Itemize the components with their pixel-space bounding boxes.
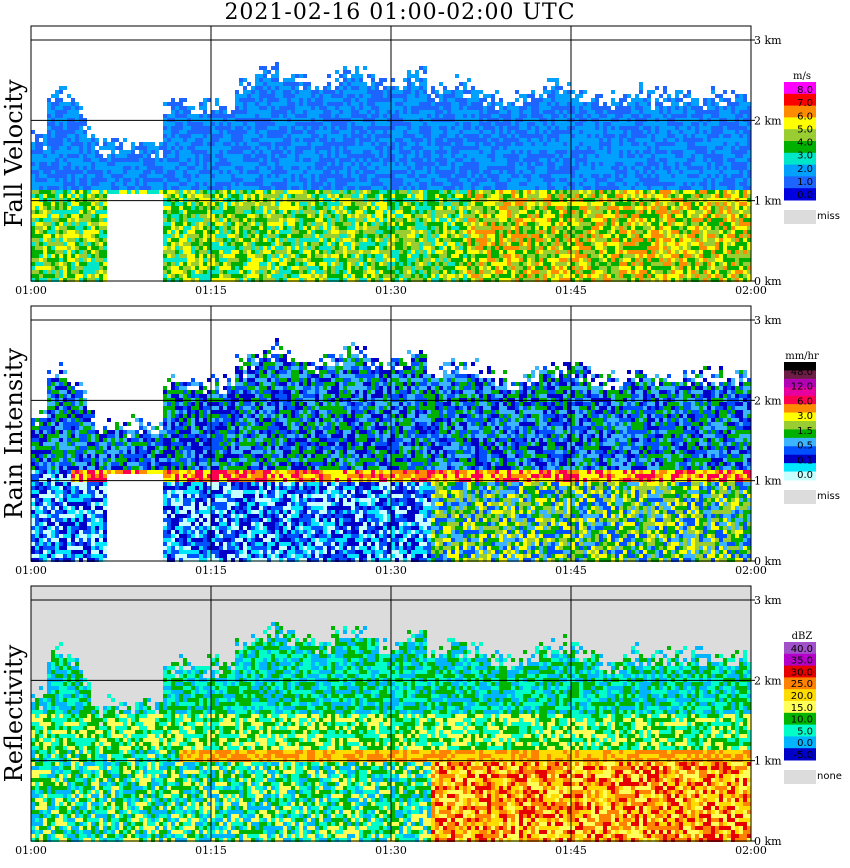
x-tick-label: 01:00 xyxy=(15,564,47,577)
x-tick-label: 02:00 xyxy=(735,284,767,297)
colorbar: dBZ 40.035.030.025.020.015.010.05.00.0-5.… xyxy=(784,631,842,784)
x-tick-label: 01:15 xyxy=(195,844,227,857)
colorbar-level: 48.0 xyxy=(791,367,813,378)
y-tick-label: 3 km xyxy=(754,314,782,327)
x-tick-label: 01:45 xyxy=(555,284,587,297)
x-tick-label: 01:30 xyxy=(375,564,407,577)
colorbar-level: 1.5 xyxy=(797,426,813,437)
figure: 0 km1 km2 km3 km01:00 01:15 01:30 01:45 02:0… xyxy=(0,0,850,868)
colorbar-unit: mm/hr xyxy=(785,351,819,362)
colorbar-level: 12.0 xyxy=(791,382,813,393)
colorbar-missing-swatch xyxy=(784,770,816,784)
y-tick-label: 1 km xyxy=(754,755,782,768)
colorbar-level: 3.0 xyxy=(797,151,813,162)
colorbar-level: 0.1 xyxy=(797,455,813,466)
x-tick-label: 02:00 xyxy=(735,564,767,577)
x-tick-label: 01:30 xyxy=(375,844,407,857)
x-tick-label: 01:30 xyxy=(375,284,407,297)
colorbar-level: -5.0 xyxy=(793,750,813,761)
colorbar-level: 0.0 xyxy=(797,738,813,749)
x-tick-label: 01:45 xyxy=(555,844,587,857)
x-tick-label: 01:00 xyxy=(15,844,47,857)
colorbar-level: 7.0 xyxy=(797,98,813,109)
colorbar-level: 0.0 xyxy=(797,470,813,481)
colorbar-level: 15.0 xyxy=(791,703,813,714)
colorbar-level: 4.0 xyxy=(797,138,813,149)
x-tick-label: 01:00 xyxy=(15,284,47,297)
y-tick-label: 2 km xyxy=(754,394,782,407)
colorbar-missing-label: none xyxy=(817,771,842,782)
colorbar-level: 3.0 xyxy=(797,411,813,422)
colorbar-missing-label: miss xyxy=(817,211,840,222)
colorbar-level: 5.0 xyxy=(797,124,813,135)
panel-label: Rain Intensity xyxy=(0,348,28,520)
colorbar-level: 35.0 xyxy=(791,656,813,667)
y-tick-label: 1 km xyxy=(754,475,782,488)
colorbar-missing-swatch xyxy=(784,490,816,504)
x-tick-label: 01:45 xyxy=(555,564,587,577)
colorbar: m/s 8.0 7.0 6.0 5.0 4.0 3.0 2.0 1.0 0.0 miss xyxy=(784,71,840,224)
colorbar-level: 40.0 xyxy=(791,644,813,655)
x-tick-label: 02:00 xyxy=(735,844,767,857)
colorbar-unit: dBZ xyxy=(792,631,813,642)
colorbar-level: 20.0 xyxy=(791,691,813,702)
y-tick-label: 1 km xyxy=(754,195,782,208)
colorbar-missing-swatch xyxy=(784,210,816,224)
colorbar-level: 0.5 xyxy=(797,441,813,452)
y-tick-label: 3 km xyxy=(754,594,782,607)
colorbar-level: 2.0 xyxy=(797,164,813,175)
y-tick-label: 3 km xyxy=(754,34,782,47)
x-tick-label: 01:15 xyxy=(195,564,227,577)
panel-label: Reflectivity xyxy=(0,644,28,782)
y-tick-label: 2 km xyxy=(754,674,782,687)
colorbar-level: 10.0 xyxy=(791,715,813,726)
colorbar-level: 0.0 xyxy=(797,190,813,201)
colorbar-level: 5.0 xyxy=(797,726,813,737)
x-tick-label: 01:15 xyxy=(195,284,227,297)
colorbar-level: 1.0 xyxy=(797,177,813,188)
y-tick-label: 2 km xyxy=(754,114,782,127)
colorbar-level: 8.0 xyxy=(797,85,813,96)
colorbar: mm/hr 48.0 12.0 6.0 3.0 1.5 0.5 0.1 0.0 miss xyxy=(784,351,840,504)
colorbar-level: 6.0 xyxy=(797,111,813,122)
panel-label: Fall Velocity xyxy=(0,79,28,228)
colorbar-level: 25.0 xyxy=(791,679,813,690)
colorbar-missing-label: miss xyxy=(817,491,840,502)
colorbar-level: 6.0 xyxy=(797,396,813,407)
colorbar-unit: m/s xyxy=(793,71,811,82)
colorbar-level: 30.0 xyxy=(791,667,813,678)
